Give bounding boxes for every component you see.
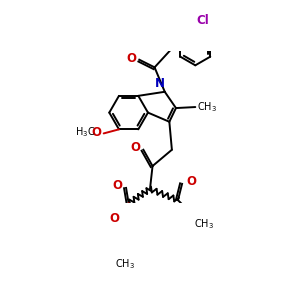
Text: N: N bbox=[155, 77, 165, 90]
Text: O: O bbox=[126, 52, 136, 65]
Text: O: O bbox=[91, 126, 101, 139]
Text: CH$_3$: CH$_3$ bbox=[194, 217, 214, 231]
Text: CH$_3$: CH$_3$ bbox=[197, 100, 217, 114]
Text: O: O bbox=[112, 179, 122, 192]
Text: Cl: Cl bbox=[197, 14, 210, 27]
Text: H$_3$C: H$_3$C bbox=[75, 125, 95, 139]
Text: O: O bbox=[110, 212, 119, 225]
Text: CH$_3$: CH$_3$ bbox=[115, 257, 135, 271]
Text: O: O bbox=[130, 141, 140, 154]
Text: O: O bbox=[186, 175, 196, 188]
